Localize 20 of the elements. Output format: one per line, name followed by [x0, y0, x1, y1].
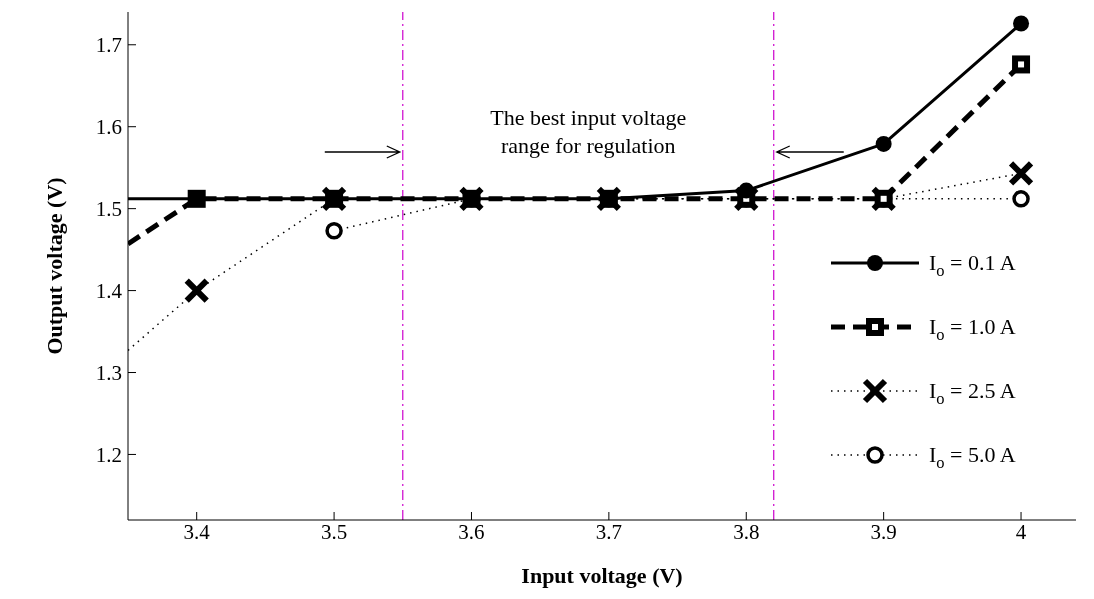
y-tick-label: 1.6: [95, 115, 122, 140]
x-tick-label: 3.8: [733, 519, 760, 544]
legend-label: I$_{o}$ = 5.0 A: [929, 442, 1016, 472]
legend-label: I$_{o}$ = 1.0 A: [929, 314, 1016, 344]
y-tick-label: 1.4: [95, 279, 123, 304]
legend-label: I$_{o}$ = 0.1 A: [929, 250, 1016, 280]
legend-label: I$_{o}$ = 2.5 A: [929, 378, 1016, 408]
y-tick-label: 1.7: [95, 33, 122, 58]
y-tick-label: 1.5: [95, 197, 122, 222]
x-tick-label: 3.4: [183, 519, 211, 544]
x-tick-label: 3.5: [320, 519, 348, 544]
y-axis-title: Output voltage (V): [41, 177, 67, 355]
x-tick-label: 3.6: [458, 519, 485, 544]
x-tick-label: 3.7: [595, 519, 622, 544]
x-axis-title: Input voltage (V): [521, 563, 683, 588]
x-tick-label: 3.9: [870, 519, 897, 544]
annotation: The best input voltage range for regulation: [489, 104, 688, 160]
y-tick-label: 1.3: [95, 360, 122, 385]
x-tick-label: 4: [1015, 519, 1027, 544]
y-tick-label: 1.2: [95, 442, 122, 467]
